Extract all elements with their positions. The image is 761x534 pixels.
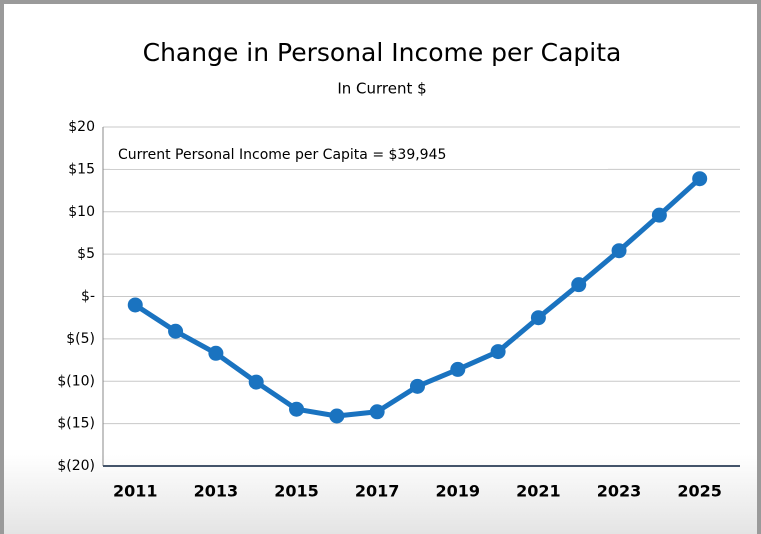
x-tick-label: 2017 xyxy=(355,482,400,501)
point xyxy=(450,361,466,377)
point xyxy=(530,310,546,326)
y-tick-label: $15 xyxy=(68,161,95,177)
chart-area xyxy=(4,4,757,534)
y-tick-label: $(15) xyxy=(57,416,95,432)
point xyxy=(611,243,627,259)
x-tick-label: 2023 xyxy=(597,482,642,501)
point xyxy=(409,378,425,394)
point xyxy=(369,404,385,420)
x-tick-label: 2011 xyxy=(113,482,158,501)
point xyxy=(248,374,264,390)
y-tick-label: $5 xyxy=(77,246,95,262)
point xyxy=(208,345,224,361)
point xyxy=(692,171,708,187)
y-tick-label: $10 xyxy=(68,204,95,220)
y-tick-label: $(10) xyxy=(57,373,95,389)
y-tick-label: $(20) xyxy=(57,458,95,474)
x-tick-label: 2019 xyxy=(436,482,481,501)
x-tick-label: 2021 xyxy=(516,482,561,501)
y-tick-label: $- xyxy=(81,289,95,305)
annotation: Current Personal Income per Capita = $39… xyxy=(118,147,446,163)
x-tick-label: 2013 xyxy=(194,482,239,501)
point xyxy=(329,408,345,424)
point xyxy=(168,323,184,339)
point xyxy=(127,297,143,313)
point xyxy=(490,344,506,360)
chart-subtitle: In Current $ xyxy=(337,80,426,98)
chart-title: Change in Personal Income per Capita xyxy=(143,38,622,67)
y-tick-label: $20 xyxy=(68,119,95,135)
annotation-box xyxy=(110,141,608,169)
point xyxy=(651,207,667,223)
y-tick-label: $(5) xyxy=(66,331,95,347)
x-tick-label: 2025 xyxy=(677,482,722,501)
point xyxy=(289,401,305,417)
x-tick-label: 2015 xyxy=(274,482,319,501)
point xyxy=(571,277,587,293)
